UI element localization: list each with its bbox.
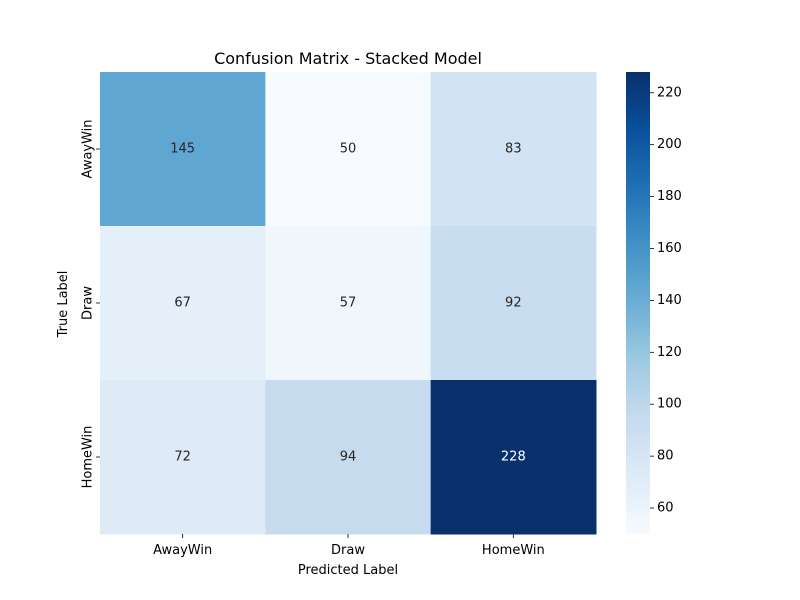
x-tick-label: HomeWin [482,543,545,558]
heatmap-cell [100,226,266,381]
cell-value-label: 72 [174,450,191,465]
cell-value-label: 145 [170,142,195,157]
heatmap-cell [100,72,266,227]
x-axis-ticks: AwayWin Draw HomeWin [153,534,545,558]
colorbar-tick-label: 220 [657,85,682,100]
heatmap-cell [265,226,432,381]
cell-value-label: 83 [505,142,522,157]
colorbar-tick-label: 120 [657,345,682,360]
heatmap-cell [100,380,266,535]
colorbar-tick-label: 100 [657,397,682,412]
y-tick-label: Draw [81,286,96,320]
heatmap-cell [430,226,597,381]
chart-title: Confusion Matrix - Stacked Model [214,49,482,68]
colorbar-tick-label: 160 [657,241,682,256]
y-axis-label: True Label [56,271,71,339]
cell-value-label: 94 [340,450,357,465]
cell-value-label: 57 [340,296,357,311]
cell-value-label: 67 [174,296,191,311]
heatmap-cell [430,380,597,535]
y-tick-label: HomeWin [81,426,96,489]
x-tick-label: AwayWin [153,543,212,558]
colorbar-tick-label: 140 [657,293,682,308]
colorbar-tick-label: 80 [657,449,674,464]
cell-value-labels: 145 50 83 67 57 92 72 94 228 [170,142,525,465]
heatmap-cell [265,72,432,227]
cell-value-label: 50 [340,142,357,157]
cell-value-label: 228 [501,450,526,465]
heatmap-cell [265,380,432,535]
heatmap-cell [430,72,597,227]
y-tick-label: AwayWin [81,119,96,178]
colorbar-tick-label: 180 [657,189,682,204]
y-axis-ticks: AwayWin Draw HomeWin [81,119,100,489]
colorbar-ticks: 60 80 100 120 140 160 180 200 220 [650,85,682,516]
x-tick-label: Draw [331,543,365,558]
x-axis-label: Predicted Label [298,563,398,578]
colorbar [626,72,650,534]
heatmap-grid [100,72,597,535]
cell-value-label: 92 [505,296,522,311]
colorbar-tick-label: 60 [657,501,674,516]
colorbar-tick-label: 200 [657,137,682,152]
